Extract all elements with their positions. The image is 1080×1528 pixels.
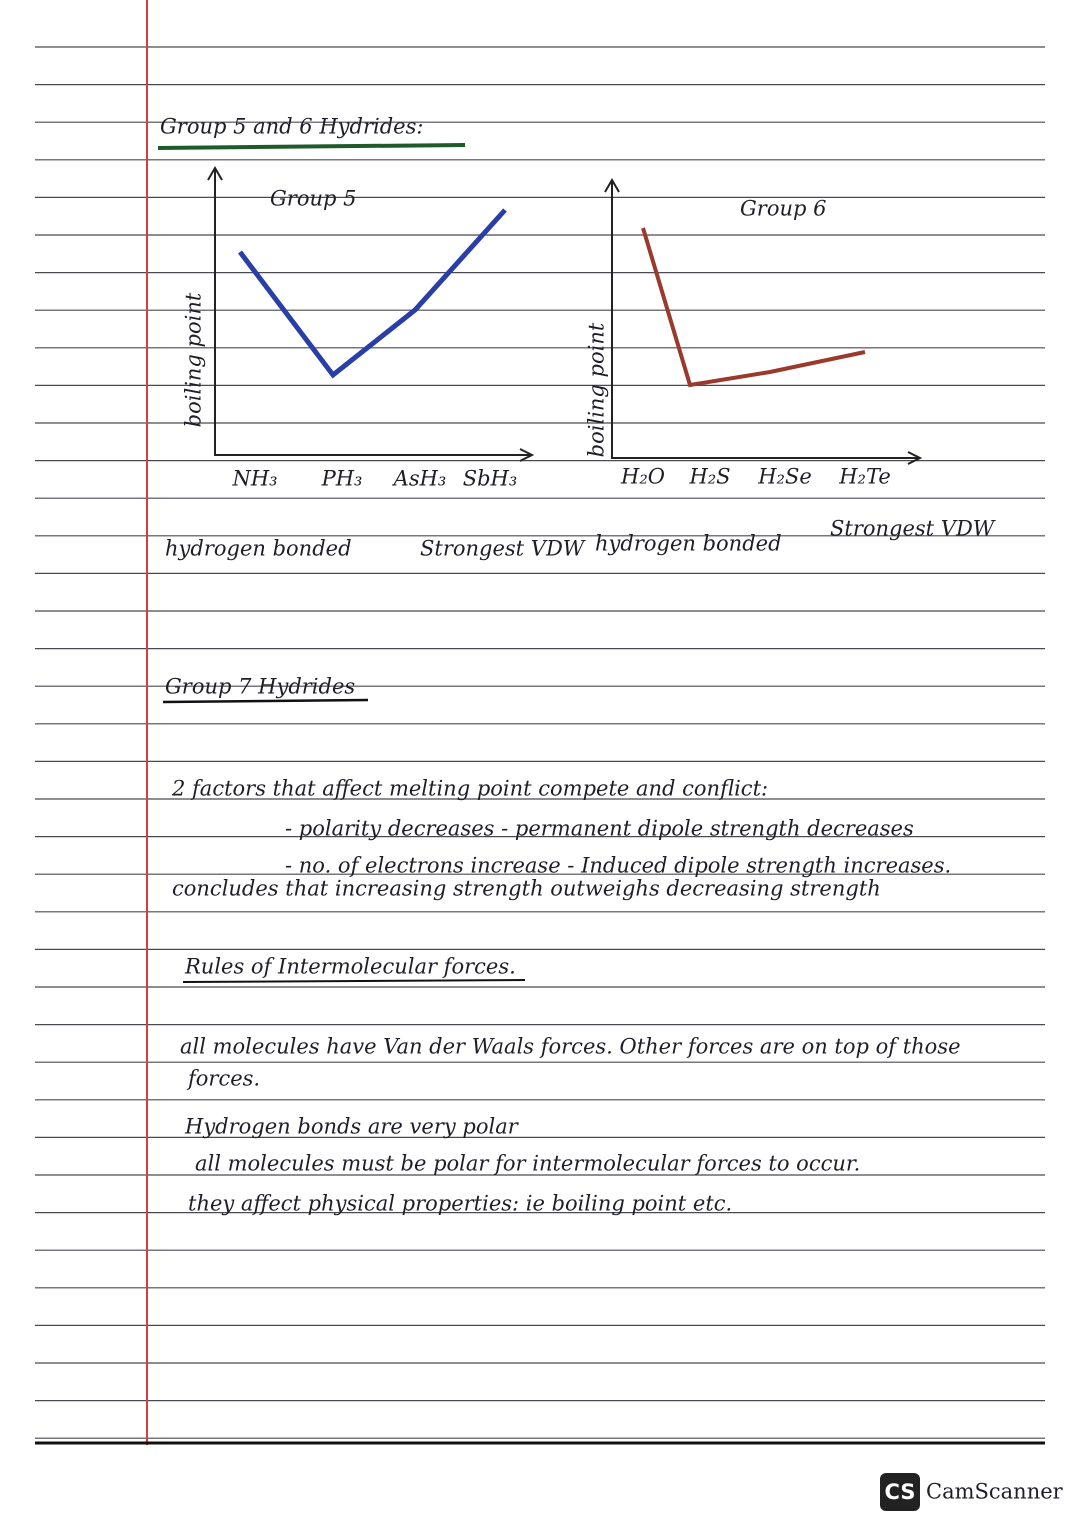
underline <box>162 698 369 704</box>
bullet: they affect physical properties: ie boil… <box>188 1192 732 1216</box>
graph-title: Group 5 <box>270 187 356 211</box>
paper-lines <box>35 46 1045 1439</box>
graph-title: Group 6 <box>740 197 826 221</box>
sketch-line <box>238 208 507 379</box>
note-line: - polarity decreases - permanent dipole … <box>285 817 914 841</box>
category-label: H₂Se <box>757 465 812 489</box>
bullet: all molecules must be polar for intermol… <box>195 1152 860 1176</box>
category-label: NH₃ <box>231 467 277 491</box>
bullet: Hydrogen bonds are very polar <box>184 1115 520 1139</box>
category-label: PH₃ <box>321 467 363 491</box>
category-label: H₂O <box>620 465 665 489</box>
bullet: all molecules have Van der Waals forces.… <box>180 1035 961 1059</box>
heading: Group 5 and 6 Hydrides: <box>160 115 423 139</box>
category-label: AsH₃ <box>392 467 447 491</box>
axes <box>604 178 923 465</box>
logo-box <box>880 1473 920 1511</box>
axis-label: boiling point <box>182 292 206 427</box>
brand: CamScanner <box>926 1480 1064 1504</box>
category-label: SbH₃ <box>463 467 518 491</box>
axis-label: boiling point <box>585 322 609 457</box>
sketch-line <box>641 227 866 388</box>
heading: Rules of Intermolecular forces. <box>184 955 516 979</box>
heading: Group 7 Hydrides <box>165 675 355 699</box>
note-line: concludes that increasing strength outwe… <box>172 877 881 901</box>
annotation: hydrogen bonded <box>595 532 782 556</box>
note-line: - no. of electrons increase - Induced di… <box>285 854 951 878</box>
note-line: 2 factors that affect melting point comp… <box>171 777 768 801</box>
underline <box>157 143 466 150</box>
category-label: H₂S <box>688 465 730 489</box>
logo: CS <box>885 1480 916 1504</box>
annotation: hydrogen bonded <box>165 537 352 561</box>
bullet: forces. <box>186 1067 260 1091</box>
axes <box>207 166 535 462</box>
annotation: Strongest VDW <box>830 517 997 541</box>
underline <box>182 979 526 983</box>
category-label: H₂Te <box>838 465 891 489</box>
annotation: Strongest VDW <box>420 537 587 561</box>
